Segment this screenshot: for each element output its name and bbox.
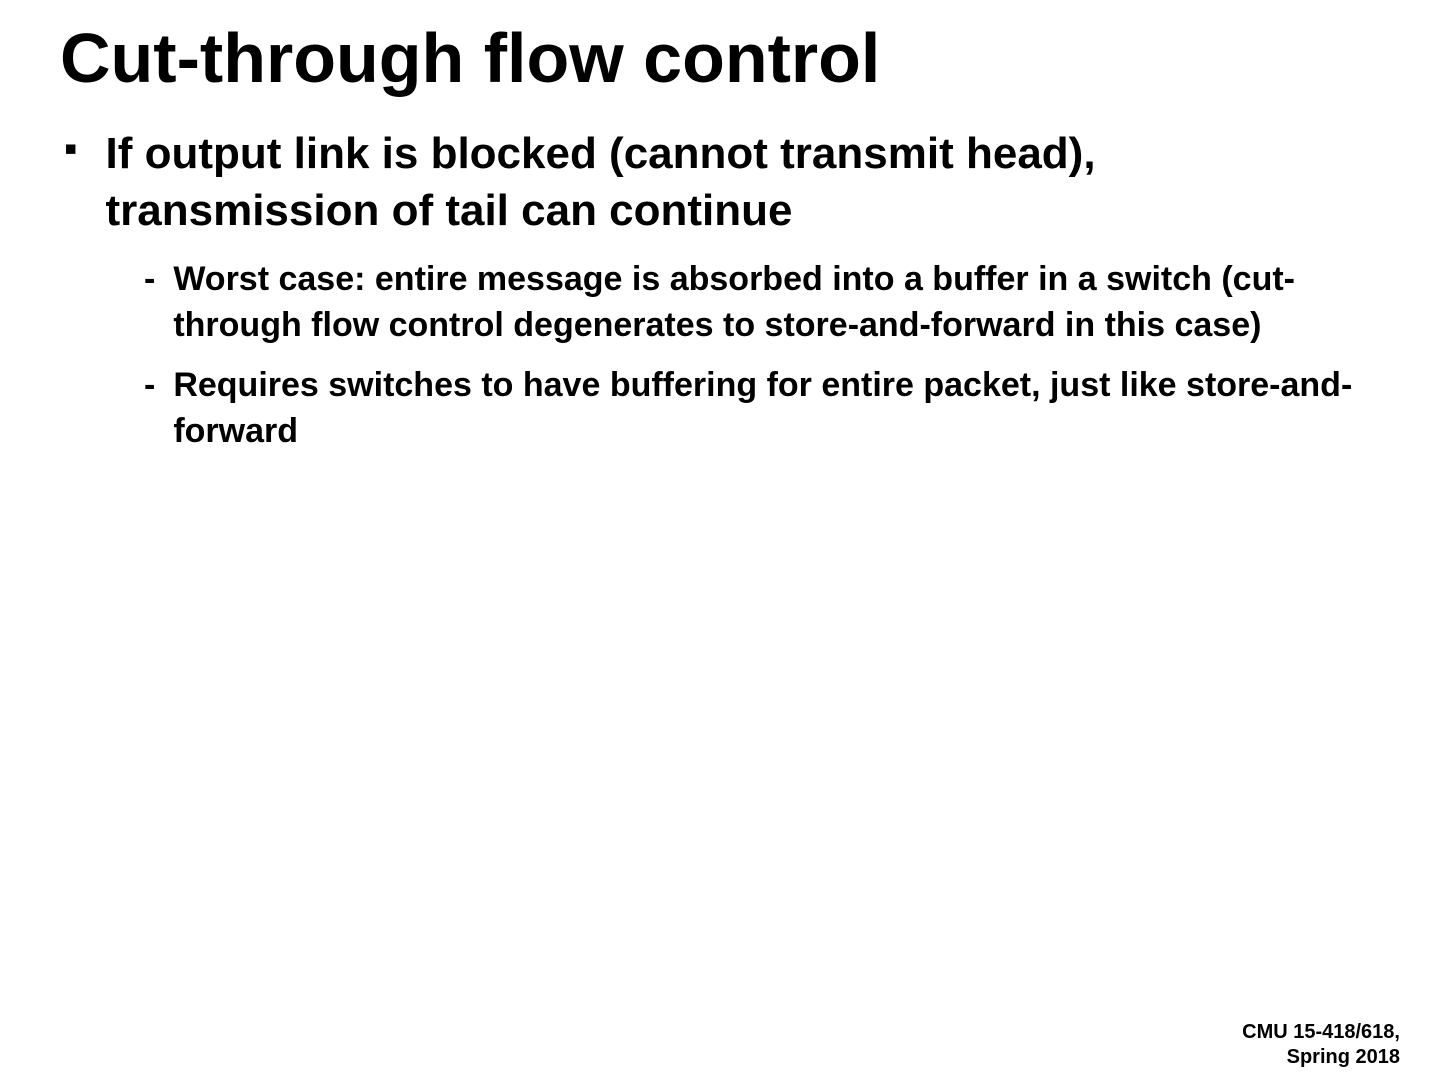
slide-footer: CMU 15-418/618, Spring 2018 bbox=[1242, 1020, 1400, 1070]
slide-container: Cut-through flow control ▪ If output lin… bbox=[0, 0, 1440, 1080]
bullet-main-text: If output link is blocked (cannot transm… bbox=[105, 125, 1380, 239]
footer-term: Spring 2018 bbox=[1242, 1045, 1400, 1070]
bullet-main: ▪ If output link is blocked (cannot tran… bbox=[60, 125, 1380, 239]
dash-bullet-icon: - bbox=[144, 257, 155, 301]
bullet-sub-text: Worst case: entire message is absorbed i… bbox=[173, 257, 1380, 349]
footer-course: CMU 15-418/618, bbox=[1242, 1020, 1400, 1045]
dash-bullet-icon: - bbox=[144, 363, 155, 407]
bullet-sub-text: Requires switches to have buffering for … bbox=[173, 363, 1380, 455]
sub-bullet-list: - Worst case: entire message is absorbed… bbox=[60, 257, 1380, 455]
slide-title: Cut-through flow control bbox=[60, 20, 1380, 97]
bullet-sub: - Worst case: entire message is absorbed… bbox=[144, 257, 1380, 349]
bullet-sub: - Requires switches to have buffering fo… bbox=[144, 363, 1380, 455]
square-bullet-icon: ▪ bbox=[64, 125, 77, 174]
